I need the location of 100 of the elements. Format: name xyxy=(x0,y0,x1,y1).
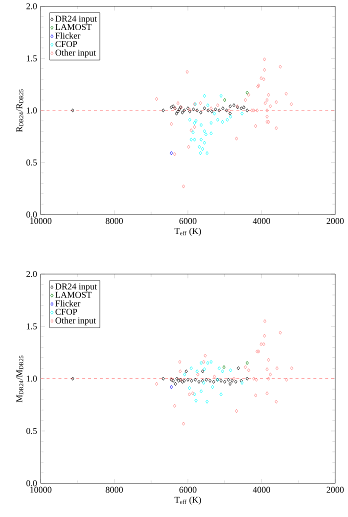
point xyxy=(170,105,173,110)
point xyxy=(266,108,269,112)
point xyxy=(190,378,194,383)
point xyxy=(285,378,288,382)
point xyxy=(210,106,213,110)
point xyxy=(220,369,224,374)
point xyxy=(223,98,226,102)
point xyxy=(244,98,247,102)
point xyxy=(214,107,217,112)
point xyxy=(202,360,206,364)
point xyxy=(206,400,209,404)
point xyxy=(188,110,192,114)
x-tick-label: 6000 xyxy=(179,486,196,493)
point xyxy=(252,376,256,381)
point xyxy=(216,103,220,108)
point xyxy=(193,138,196,142)
point xyxy=(206,103,210,108)
legend-label: Flicker xyxy=(55,32,80,39)
point xyxy=(266,391,269,396)
point xyxy=(202,106,206,110)
point xyxy=(262,68,266,72)
point xyxy=(174,382,177,386)
point xyxy=(194,118,198,123)
point xyxy=(155,382,158,386)
point xyxy=(175,376,178,381)
point xyxy=(223,380,226,384)
point xyxy=(182,108,186,112)
point xyxy=(170,151,173,156)
x-tick-label: 8000 xyxy=(106,486,123,493)
y-tick-label: 0.0 xyxy=(26,480,37,486)
point xyxy=(178,360,182,364)
point xyxy=(266,98,269,102)
point xyxy=(202,94,206,98)
point xyxy=(256,350,259,354)
y-axis-title: R$_{DR24}$/R$_{DR25}$ xyxy=(16,89,24,132)
point xyxy=(180,110,184,114)
point xyxy=(197,380,200,384)
point xyxy=(71,108,74,112)
point xyxy=(187,144,190,149)
point xyxy=(234,409,238,414)
x-tick-label: 2000 xyxy=(326,218,344,224)
point xyxy=(254,393,258,398)
point xyxy=(218,108,221,112)
x-tick-label: 6000 xyxy=(179,218,196,224)
y-tick-label: 0.0 xyxy=(26,212,37,218)
y-tick-label: 0.5 xyxy=(26,159,37,166)
point xyxy=(229,368,232,372)
point xyxy=(200,123,203,127)
x-axis-title: T$_{eff}$ (K) xyxy=(174,496,201,505)
legend-label: DR24 input xyxy=(55,283,97,292)
point xyxy=(226,118,229,122)
point xyxy=(176,110,180,114)
point xyxy=(177,378,180,383)
y-tick-label: 0.5 xyxy=(26,428,37,434)
point xyxy=(216,118,220,122)
legend-label: LAMOST xyxy=(55,292,92,298)
point xyxy=(202,140,206,145)
point xyxy=(266,120,270,124)
point xyxy=(240,112,244,116)
point xyxy=(206,151,209,156)
point xyxy=(266,92,270,97)
y-tick-label: 1.0 xyxy=(26,376,37,382)
point xyxy=(182,422,185,426)
point xyxy=(228,108,231,112)
point xyxy=(210,131,213,136)
point xyxy=(204,132,208,136)
point xyxy=(211,385,214,389)
point xyxy=(188,386,191,390)
point xyxy=(212,374,216,379)
point xyxy=(196,372,200,376)
point xyxy=(264,101,267,106)
x-tick-label: 10000 xyxy=(30,218,52,224)
point xyxy=(220,120,224,124)
point xyxy=(254,124,258,128)
point xyxy=(212,380,216,384)
point xyxy=(274,400,278,404)
point xyxy=(182,184,185,188)
point xyxy=(266,114,269,119)
point xyxy=(268,104,272,108)
point xyxy=(183,372,186,376)
point xyxy=(204,378,208,382)
point xyxy=(198,151,202,156)
point xyxy=(290,102,293,106)
point xyxy=(162,376,165,381)
x-tick-label: 4000 xyxy=(252,486,270,493)
point xyxy=(190,366,193,370)
point xyxy=(246,361,249,365)
point xyxy=(234,380,238,384)
point xyxy=(247,368,250,372)
point xyxy=(204,354,207,358)
point xyxy=(228,112,232,116)
y-tick-label: 2.0 xyxy=(26,3,37,10)
point xyxy=(155,97,158,101)
point xyxy=(193,125,196,130)
legend-label: CFOP xyxy=(56,41,78,48)
point xyxy=(201,147,204,151)
point xyxy=(274,100,278,104)
point xyxy=(250,108,254,112)
point xyxy=(196,369,199,374)
point xyxy=(260,76,263,80)
